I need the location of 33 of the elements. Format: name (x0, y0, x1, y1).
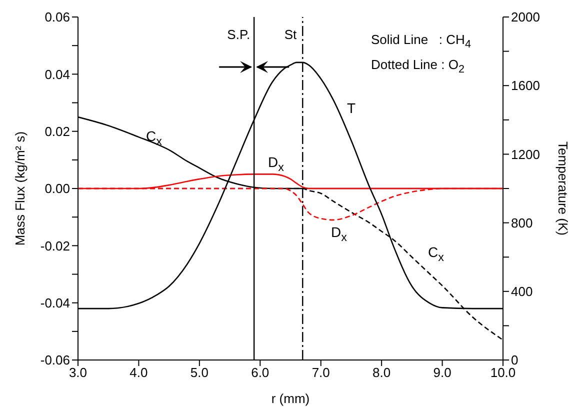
y2-axis-title: Temperature (K) (556, 142, 570, 236)
x-axis-title: r (mm) (271, 391, 310, 406)
y-tick-label: 0.06 (44, 10, 70, 25)
x-tick-label: 6.0 (251, 365, 270, 380)
y-tick-label: 0.02 (44, 124, 70, 139)
annotation: Dotted Line : O$_{2}$ (371, 56, 466, 78)
annotation: D$_{x}$ (268, 154, 284, 176)
y2-tick-label: 1200 (511, 146, 540, 162)
x-tick-label: 5.0 (190, 365, 208, 380)
annotation: Solid Line : CH$_{4}$ (371, 31, 471, 53)
x-tick-label: 3.0 (68, 365, 88, 380)
ref-line-label: St (284, 27, 298, 42)
annotation: C$_{x}$ (146, 128, 162, 150)
y2-tick-label: 400 (511, 284, 533, 300)
annotation: C$_{x}$ (428, 244, 444, 266)
y-tick-label: -0.06 (40, 352, 70, 368)
y2-tick-label: 0 (511, 352, 518, 368)
ref-line-label: S.P. (227, 27, 250, 42)
y-tick-label: -0.04 (40, 295, 70, 310)
y-axis-title: Mass Flux (kg/m² s) (12, 131, 28, 246)
y-tick-label: -0.02 (40, 238, 70, 254)
x-tick-label: 10.0 (490, 365, 516, 380)
y-tick-label: 0.04 (44, 66, 70, 82)
y-tick-label: 0.00 (44, 181, 70, 196)
y2-tick-label: 1600 (511, 78, 540, 94)
y2-tick-label: 2000 (511, 10, 540, 25)
x-tick-label: 8.0 (372, 365, 391, 380)
annotation: D$_{x}$ (331, 224, 347, 246)
x-tick-label: 7.0 (312, 365, 330, 380)
x-tick-label: 4.0 (130, 365, 148, 380)
annotation: T (347, 100, 356, 116)
y2-tick-label: 800 (511, 215, 533, 230)
x-tick-label: 9.0 (433, 365, 452, 380)
